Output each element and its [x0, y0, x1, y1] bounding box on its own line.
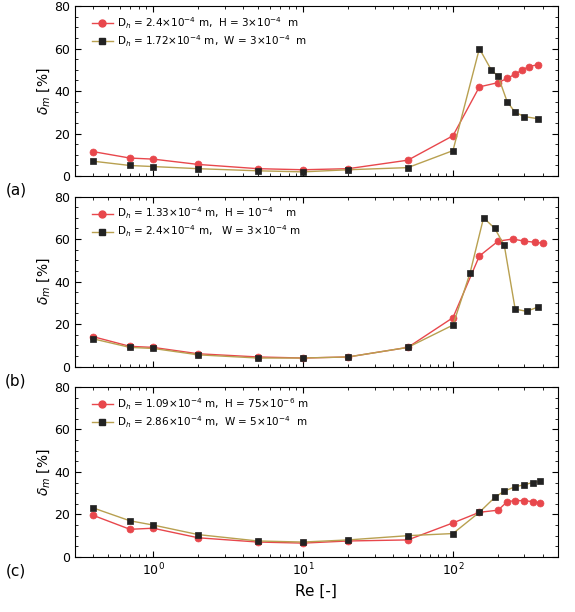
- Text: (b): (b): [5, 373, 26, 389]
- Legend: D$_h$ = 1.09×10$^{-4}$ m,  H = 75×10$^{-6}$ m, D$_h$ = 2.86×10$^{-4}$ m,  W = 5×: D$_h$ = 1.09×10$^{-4}$ m, H = 75×10$^{-6…: [90, 394, 310, 432]
- Legend: D$_h$ = 2.4×10$^{-4}$ m,  H = 3×10$^{-4}$  m, D$_h$ = 1.72×10$^{-4}$ m,  W = 3×1: D$_h$ = 2.4×10$^{-4}$ m, H = 3×10$^{-4}$…: [90, 13, 309, 51]
- Y-axis label: $\delta_m$ [%]: $\delta_m$ [%]: [36, 258, 52, 305]
- Text: (c): (c): [6, 564, 26, 579]
- Text: (a): (a): [5, 183, 26, 198]
- Legend: D$_h$ = 1.33×10$^{-4}$ m,  H = 10$^{-4}$    m, D$_h$ = 2.4×10$^{-4}$ m,   W = 3×: D$_h$ = 1.33×10$^{-4}$ m, H = 10$^{-4}$ …: [90, 203, 303, 241]
- Y-axis label: $\delta_m$ [%]: $\delta_m$ [%]: [36, 67, 52, 115]
- Y-axis label: $\delta_m$ [%]: $\delta_m$ [%]: [36, 448, 52, 496]
- X-axis label: Re [-]: Re [-]: [296, 584, 337, 599]
